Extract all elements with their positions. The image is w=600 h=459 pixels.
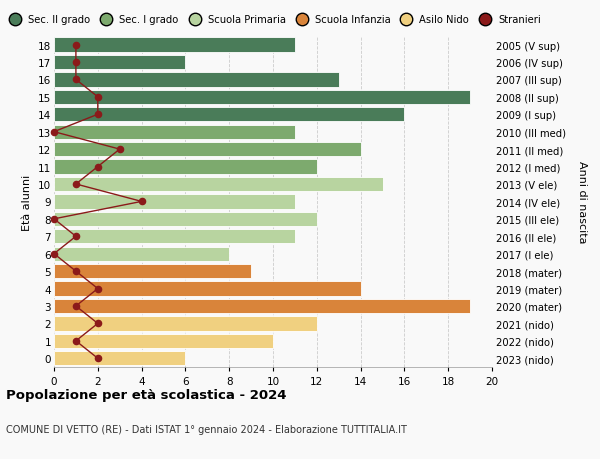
Point xyxy=(93,285,103,292)
Bar xyxy=(54,334,273,348)
Point xyxy=(71,181,81,188)
Point xyxy=(71,337,81,345)
Point xyxy=(71,77,81,84)
Bar xyxy=(54,143,361,157)
Point xyxy=(71,59,81,67)
Point xyxy=(49,129,59,136)
Point xyxy=(71,233,81,241)
Text: Popolazione per età scolastica - 2024: Popolazione per età scolastica - 2024 xyxy=(6,388,287,401)
Y-axis label: Anni di nascita: Anni di nascita xyxy=(577,161,587,243)
Bar xyxy=(54,178,383,192)
Bar xyxy=(54,90,470,105)
Text: COMUNE DI VETTO (RE) - Dati ISTAT 1° gennaio 2024 - Elaborazione TUTTITALIA.IT: COMUNE DI VETTO (RE) - Dati ISTAT 1° gen… xyxy=(6,425,407,435)
Bar xyxy=(54,38,295,52)
Point xyxy=(49,216,59,223)
Point xyxy=(49,251,59,258)
Bar xyxy=(54,56,185,70)
Bar xyxy=(54,299,470,313)
Bar xyxy=(54,317,317,331)
Bar xyxy=(54,352,185,366)
Legend: Sec. II grado, Sec. I grado, Scuola Primaria, Scuola Infanzia, Asilo Nido, Stran: Sec. II grado, Sec. I grado, Scuola Prim… xyxy=(5,15,541,25)
Bar xyxy=(54,125,295,140)
Bar xyxy=(54,160,317,174)
Point xyxy=(93,163,103,171)
Bar xyxy=(54,264,251,279)
Bar xyxy=(54,212,317,226)
Bar xyxy=(54,73,338,87)
Point xyxy=(71,268,81,275)
Bar xyxy=(54,195,295,209)
Bar xyxy=(54,247,229,261)
Bar xyxy=(54,230,295,244)
Point xyxy=(93,94,103,101)
Y-axis label: Età alunni: Età alunni xyxy=(22,174,32,230)
Point xyxy=(71,42,81,49)
Point xyxy=(93,355,103,362)
Bar xyxy=(54,282,361,296)
Point xyxy=(93,112,103,119)
Bar xyxy=(54,108,404,122)
Point xyxy=(71,302,81,310)
Point xyxy=(115,146,125,153)
Point xyxy=(137,198,146,206)
Point xyxy=(93,320,103,327)
